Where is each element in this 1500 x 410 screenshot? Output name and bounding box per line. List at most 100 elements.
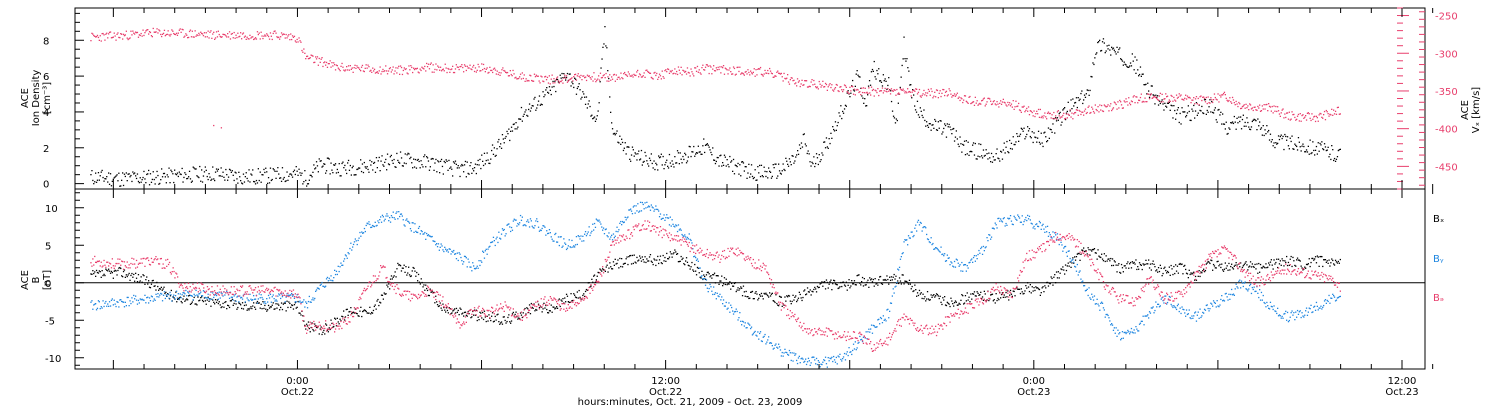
- density-point: [713, 159, 715, 161]
- by-point: [503, 228, 505, 231]
- by-point: [136, 303, 139, 305]
- bx-point: [953, 305, 955, 307]
- vx-point: [1240, 107, 1242, 110]
- bx-point: [951, 300, 953, 302]
- vx-point: [255, 38, 258, 40]
- by-point: [419, 233, 421, 235]
- by-point: [602, 229, 604, 231]
- density-point: [245, 172, 247, 174]
- bx-point: [470, 317, 472, 319]
- density-point: [834, 121, 837, 123]
- vx-point: [342, 66, 344, 68]
- by-point: [352, 246, 354, 248]
- vx-point: [1286, 112, 1288, 114]
- bx-point: [732, 285, 735, 287]
- vx-point: [234, 37, 236, 39]
- density-point: [130, 174, 132, 177]
- density-point: [820, 159, 822, 161]
- density-point: [797, 153, 800, 155]
- by-point: [542, 225, 544, 227]
- density-point: [991, 161, 994, 163]
- vx-point: [312, 55, 314, 57]
- bx-point: [417, 273, 420, 276]
- by-point: [556, 241, 558, 243]
- density-point: [498, 138, 500, 141]
- bx-point: [155, 289, 157, 291]
- vx-point: [1027, 110, 1029, 112]
- bx-point: [879, 275, 882, 278]
- bx-point: [402, 267, 404, 269]
- density-point: [827, 147, 829, 149]
- vx-point: [188, 36, 190, 39]
- vx-point: [97, 36, 100, 39]
- vx-point: [1149, 94, 1152, 96]
- density-point: [634, 152, 636, 154]
- by-point: [624, 216, 626, 218]
- density-point: [770, 177, 773, 179]
- density-point: [1139, 66, 1142, 68]
- vx-point: [900, 89, 902, 91]
- vx-point: [580, 74, 582, 77]
- vx-point: [409, 69, 411, 71]
- bx-point: [488, 314, 490, 316]
- by-point: [528, 221, 530, 223]
- by-point: [462, 263, 464, 265]
- vx-point: [919, 95, 921, 97]
- vx-point: [715, 67, 717, 69]
- by-point: [497, 241, 499, 244]
- density-point: [1274, 146, 1276, 149]
- density-point: [545, 89, 547, 91]
- top-left-tick-label: 0: [43, 180, 49, 191]
- by-point: [143, 299, 145, 301]
- by-point: [262, 298, 264, 300]
- vx-point: [1061, 116, 1063, 118]
- vx-point: [1160, 101, 1162, 103]
- bx-point: [527, 308, 529, 310]
- vx-point: [1017, 105, 1019, 107]
- bx-point: [473, 309, 476, 311]
- vx-point: [1171, 95, 1173, 97]
- density-point: [248, 169, 250, 171]
- vx-point: [346, 66, 348, 68]
- density-point: [815, 153, 818, 155]
- bx-point: [1193, 271, 1195, 273]
- by-point: [352, 243, 355, 246]
- density-point: [589, 105, 591, 108]
- vx-point: [843, 84, 846, 86]
- vx-point: [1124, 101, 1126, 103]
- by-point: [236, 296, 238, 298]
- density-point: [1231, 121, 1234, 123]
- by-point: [343, 260, 345, 262]
- bx-point: [633, 254, 635, 256]
- vx-point: [687, 71, 689, 74]
- vx-point: [595, 81, 597, 83]
- density-point: [467, 172, 469, 175]
- vx-point: [402, 69, 404, 72]
- vx-point: [894, 89, 896, 91]
- density-point: [847, 90, 849, 92]
- density-point: [732, 170, 734, 172]
- bx-point: [1105, 255, 1107, 257]
- bx-point: [939, 295, 941, 297]
- vx-point: [1201, 99, 1203, 102]
- vx-point: [697, 71, 699, 73]
- vx-point: [493, 67, 496, 69]
- vx-point: [836, 84, 838, 86]
- density-point: [128, 173, 130, 175]
- density-point: [995, 153, 997, 155]
- vx-point: [850, 90, 852, 92]
- density-point: [525, 109, 527, 111]
- bx-point: [717, 275, 719, 277]
- bx-point: [1003, 294, 1005, 296]
- vx-point: [324, 61, 326, 63]
- vx-point: [1208, 102, 1210, 104]
- bx-point: [740, 286, 742, 288]
- bx-point: [242, 308, 245, 310]
- density-point: [284, 180, 286, 183]
- density-point: [1260, 127, 1263, 129]
- bx-point: [926, 291, 929, 293]
- density-point: [1312, 141, 1314, 143]
- bx-point: [1194, 279, 1196, 281]
- density-point: [424, 154, 426, 156]
- vx-point: [1321, 116, 1323, 118]
